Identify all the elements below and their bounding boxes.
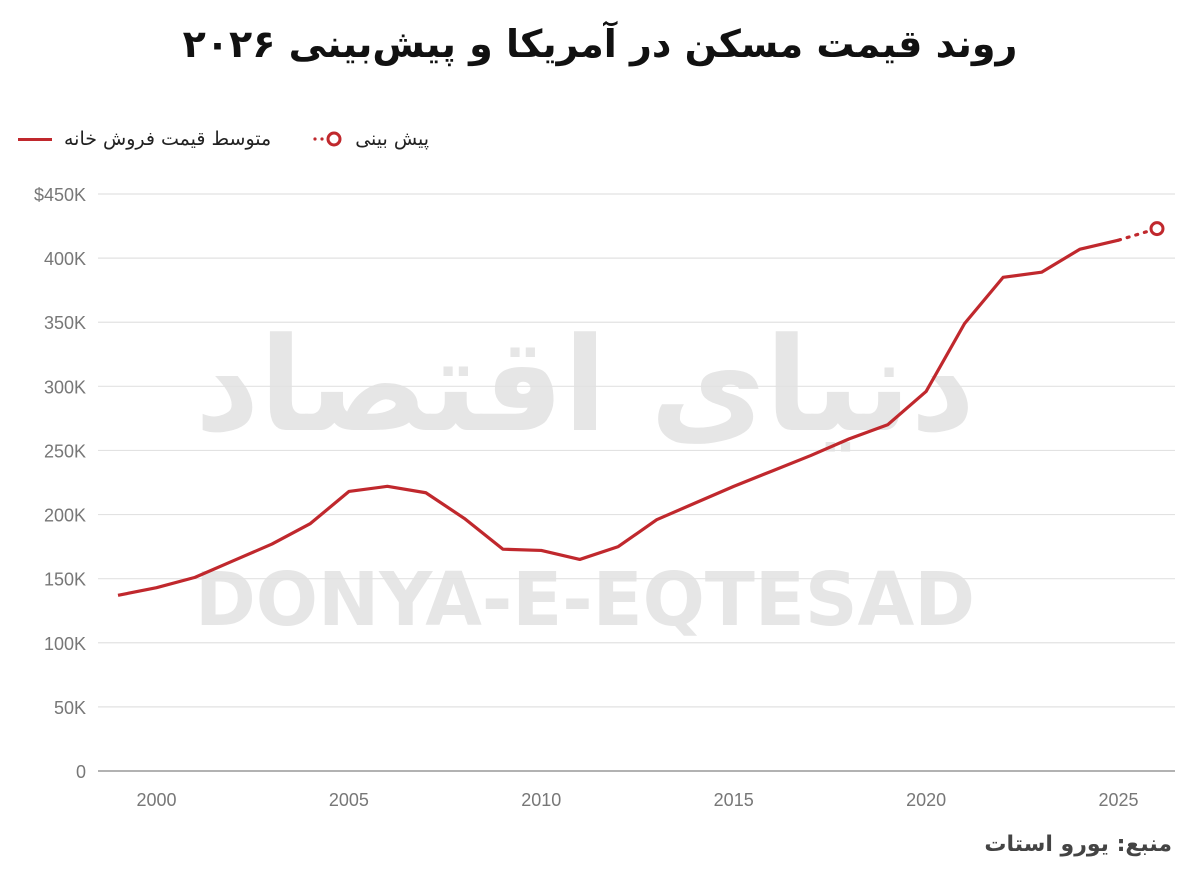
legend-item-forecast: پیش بینی bbox=[311, 128, 429, 150]
x-tick-label: 2020 bbox=[906, 790, 946, 810]
y-tick-label: 100K bbox=[44, 634, 86, 654]
legend-item-average-price: متوسط قیمت فروش خانه bbox=[18, 128, 271, 150]
legend-forecast-swatch bbox=[313, 131, 342, 147]
y-tick-label: $450K bbox=[34, 185, 86, 205]
legend-label: متوسط قیمت فروش خانه bbox=[64, 128, 272, 150]
y-tick-label: 400K bbox=[44, 249, 86, 269]
y-tick-label: 300K bbox=[44, 377, 86, 397]
x-tick-label: 2005 bbox=[329, 790, 369, 810]
y-tick-label: 50K bbox=[54, 698, 86, 718]
forecast-point bbox=[1149, 221, 1165, 237]
y-tick-label: 200K bbox=[44, 506, 86, 526]
y-tick-label: 350K bbox=[44, 313, 86, 333]
chart-title: روند قیمت مسکن در آمریکا و پیش‌بینی ۲۰۲۶ bbox=[182, 22, 1018, 66]
y-tick-label: 0 bbox=[76, 762, 86, 782]
legend-line-swatch bbox=[18, 137, 52, 141]
legend-label: پیش بینی bbox=[355, 128, 430, 150]
x-tick-label: 2000 bbox=[136, 790, 176, 810]
y-tick-label: 250K bbox=[44, 441, 86, 461]
y-tick-label: 150K bbox=[44, 570, 86, 590]
watermark-text-fa: دنیای اقتصاد bbox=[195, 309, 975, 461]
x-tick-label: 2025 bbox=[1098, 790, 1138, 810]
watermark-text: DONYA-E-EQTESAD bbox=[195, 557, 975, 643]
x-tick-label: 2015 bbox=[714, 790, 754, 810]
watermark: DONYA-E-EQTESAD دنیای اقتصاد bbox=[195, 309, 975, 643]
legend: متوسط قیمت فروش خانه پیش بینی bbox=[18, 128, 429, 150]
series-line-forecast bbox=[1116, 227, 1159, 242]
x-tick-label: 2010 bbox=[521, 790, 561, 810]
series-line-average-price bbox=[117, 238, 1119, 597]
source-note: منبع: یورو استات bbox=[984, 832, 1172, 857]
